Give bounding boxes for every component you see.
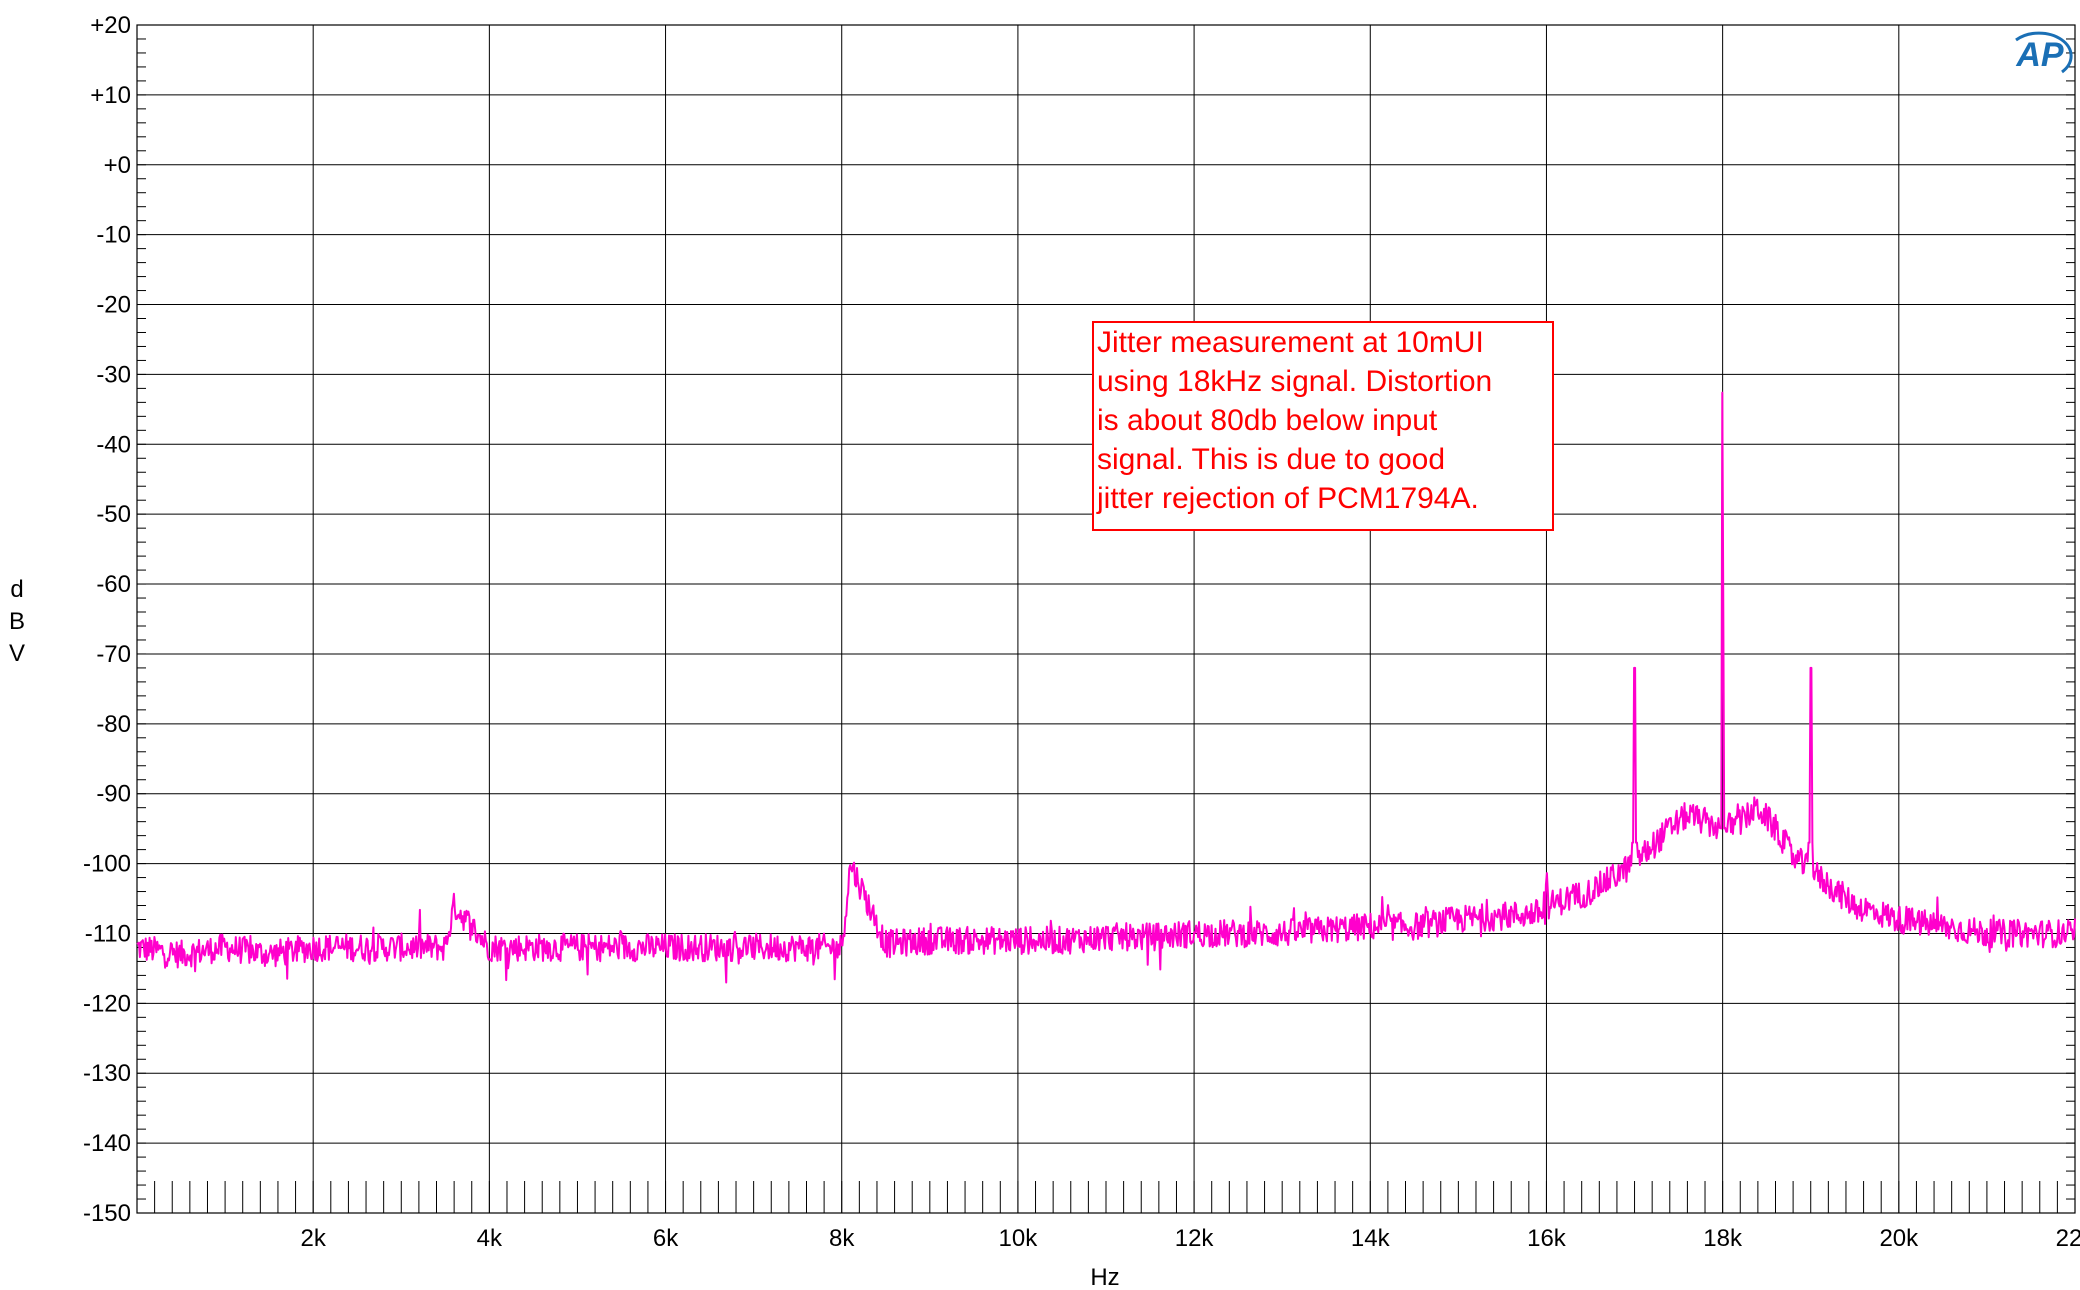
y-tick-label: -120 <box>83 990 131 1017</box>
y-tick-label: -150 <box>83 1200 131 1227</box>
x-tick-label: 8k <box>829 1225 855 1252</box>
annotation-line: is about 80db below input <box>1097 404 1438 437</box>
y-tick-label: -50 <box>96 501 131 528</box>
y-axis-tick-labels: +20 +10 +0 -10 -20 -30 -40 -50 -60 -70 -80 -90 -100 -… <box>83 12 131 1227</box>
spectrum-trace <box>136 391 2076 984</box>
plot-frame <box>136 24 2076 1214</box>
annotation-line: using 18kHz signal. Distortion <box>1097 365 1492 398</box>
x-tick-label: 12k <box>1175 1225 1215 1252</box>
y-axis-title-char: B <box>9 608 25 635</box>
x-tick-label: 22k <box>2056 1225 2080 1252</box>
x-tick-label: 6k <box>653 1225 679 1252</box>
x-tick-label: 2k <box>301 1225 327 1252</box>
x-tick-label: 16k <box>1527 1225 1567 1252</box>
y-tick-label: -40 <box>96 431 131 458</box>
y-tick-label: -140 <box>83 1130 131 1157</box>
y-tick-label: +20 <box>90 12 131 39</box>
annotation-line: Jitter measurement at 10mUI <box>1097 326 1484 359</box>
y-tick-label: -10 <box>96 222 131 249</box>
y-tick-label: -20 <box>96 292 131 319</box>
x-tick-label: 4k <box>477 1225 503 1252</box>
x-tick-label: 14k <box>1351 1225 1391 1252</box>
annotation-line: signal. This is due to good <box>1097 443 1445 476</box>
logo-text: AP <box>2015 36 2064 74</box>
y-tick-label: +10 <box>90 82 131 109</box>
x-tick-label: 10k <box>999 1225 1039 1252</box>
y-axis-title: dBV <box>9 576 25 667</box>
x-tick-label: 18k <box>1703 1225 1743 1252</box>
annotation-line: jitter rejection of PCM1794A. <box>1096 482 1479 515</box>
y-axis-title-char: V <box>9 640 25 667</box>
x-axis-tick-labels: 2k 4k 6k 8k 10k 12k 14k 16k 18k 20k 22k <box>301 1225 2080 1252</box>
y-axis-title-char: d <box>10 576 23 603</box>
annotation-border <box>1092 321 1554 531</box>
minor-tick-marks <box>137 24 2075 1214</box>
y-tick-label: -80 <box>96 711 131 738</box>
y-tick-label: -100 <box>83 851 131 878</box>
ap-logo: AP <box>2015 31 2073 74</box>
annotation-box: Jitter measurement at 10mUI using 18kHz s… <box>1092 321 1554 531</box>
y-tick-label: -90 <box>96 781 131 808</box>
logo-swoosh <box>2015 31 2073 74</box>
x-tick-label: 20k <box>1879 1225 1919 1252</box>
y-tick-label: -60 <box>96 571 131 598</box>
y-tick-label: -130 <box>83 1060 131 1087</box>
x-axis-title: Hz <box>1090 1264 1119 1290</box>
y-tick-label: -30 <box>96 361 131 388</box>
y-tick-label: -70 <box>96 641 131 668</box>
y-tick-label: -110 <box>85 920 131 947</box>
y-tick-label: +0 <box>104 152 131 179</box>
